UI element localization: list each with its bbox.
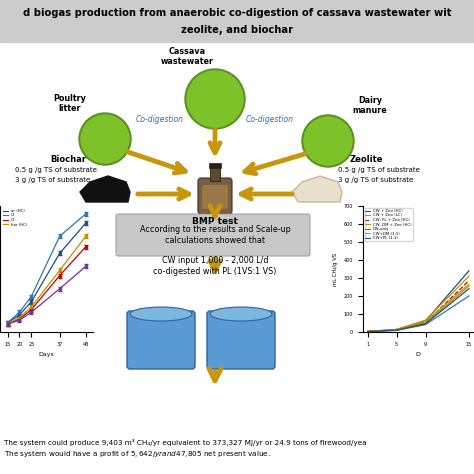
Circle shape	[187, 71, 243, 127]
Polygon shape	[292, 176, 342, 202]
Text: CW input 1,000 - 2,000 L/d
co-digested with PL (1VS:1 VS): CW input 1,000 - 2,000 L/d co-digested w…	[153, 256, 277, 276]
X-axis label: Days: Days	[39, 352, 55, 357]
FancyBboxPatch shape	[207, 311, 275, 369]
Circle shape	[302, 115, 354, 167]
Ellipse shape	[130, 307, 192, 321]
X-axis label: D: D	[416, 352, 421, 357]
Text: The system would have a profit of $5,642/yr and $47,805 net present value.: The system would have a profit of $5,642…	[4, 449, 271, 459]
Text: 0.5 g /g TS of substrate: 0.5 g /g TS of substrate	[338, 167, 420, 173]
Text: The system could produce 9,403 m³ CH₄/yr equivalent to 373,327 MJ/yr or 24.9 ton: The system could produce 9,403 m³ CH₄/yr…	[4, 438, 366, 446]
Text: Zeolite: Zeolite	[350, 155, 383, 164]
FancyBboxPatch shape	[116, 214, 310, 256]
Text: d biogas production from anaerobic co-digestion of cassava wastewater wit: d biogas production from anaerobic co-di…	[23, 8, 451, 18]
Y-axis label: mL CH₄/g VS: mL CH₄/g VS	[333, 253, 338, 285]
Circle shape	[304, 117, 352, 165]
FancyBboxPatch shape	[127, 311, 195, 369]
Circle shape	[81, 115, 129, 163]
Text: Co-digestion: Co-digestion	[246, 115, 294, 124]
Polygon shape	[80, 176, 130, 202]
FancyBboxPatch shape	[198, 178, 232, 214]
Text: Biochar: Biochar	[50, 155, 86, 164]
Text: 0.5 g /g TS of substrate: 0.5 g /g TS of substrate	[15, 167, 97, 173]
Text: zeolite, and biochar: zeolite, and biochar	[181, 25, 293, 35]
Text: BMP test: BMP test	[192, 217, 238, 226]
Text: Poultry
litter: Poultry litter	[54, 93, 86, 113]
Text: 3 g /g TS of substrate: 3 g /g TS of substrate	[338, 177, 413, 183]
FancyBboxPatch shape	[202, 185, 228, 209]
Text: Dairy
manure: Dairy manure	[353, 96, 387, 115]
Text: 3 g /g TS of substrate: 3 g /g TS of substrate	[15, 177, 90, 183]
Text: According to the results and Scale-up
calculations showed that: According to the results and Scale-up ca…	[140, 225, 291, 245]
Bar	[0, 0, 474, 42]
Bar	[209, 163, 221, 168]
Ellipse shape	[210, 307, 272, 321]
Circle shape	[185, 69, 245, 129]
Text: Co-digestion: Co-digestion	[136, 115, 184, 124]
Legend: ar (HC), C), C), har (HC): ar (HC), C), C), har (HC)	[2, 208, 28, 228]
Bar	[210, 167, 220, 181]
Text: Cassava
wastewater: Cassava wastewater	[161, 46, 213, 66]
Legend: CW + Zeo (HC), CW + Zeo (LC), CW, PL + Zeo (HC), CW, DM + Zeo (HC), CW-only, CW+: CW + Zeo (HC), CW + Zeo (LC), CW, PL + Z…	[365, 208, 412, 241]
Circle shape	[79, 113, 131, 165]
